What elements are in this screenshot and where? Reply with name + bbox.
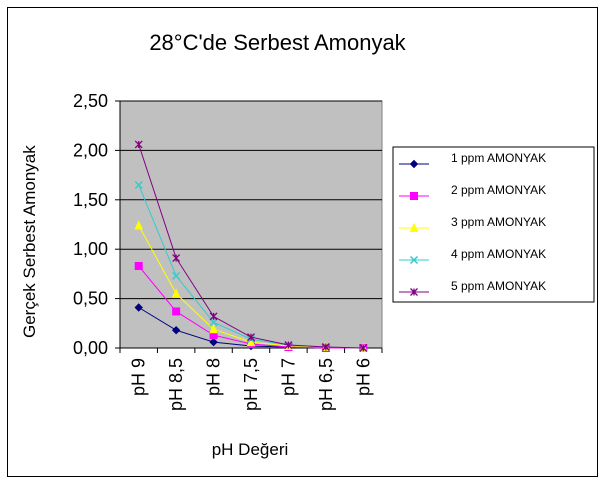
data-point xyxy=(209,312,218,321)
data-point xyxy=(209,337,218,347)
x-tick-label: pH 6,5 xyxy=(316,358,336,411)
legend-label: 2 ppm AMONYAK xyxy=(451,183,546,197)
chart-title: 28°C'de Serbest Amonyak xyxy=(149,30,406,55)
legend-label: 4 ppm AMONYAK xyxy=(451,247,546,261)
data-point xyxy=(134,140,143,149)
data-point xyxy=(134,220,143,230)
y-tick-label: 2,50 xyxy=(73,91,108,111)
y-tick-label: 0,50 xyxy=(73,289,108,309)
data-point xyxy=(134,180,143,190)
legend-label: 5 ppm AMONYAK xyxy=(451,279,546,293)
data-point xyxy=(209,324,218,334)
x-tick-label: pH 6 xyxy=(353,358,373,396)
legend-box xyxy=(392,146,595,303)
legend-marker xyxy=(409,159,419,169)
legend-marker xyxy=(409,255,419,265)
data-point xyxy=(209,318,218,327)
legend-marker xyxy=(410,192,418,200)
data-point xyxy=(172,271,181,280)
x-axis-label: pH Değeri xyxy=(211,440,289,459)
y-tick-label: 1,00 xyxy=(73,239,108,259)
data-point xyxy=(171,288,181,298)
data-point xyxy=(321,343,330,351)
data-point xyxy=(172,254,181,263)
plot-area xyxy=(119,100,383,349)
data-point xyxy=(134,261,143,270)
legend-marker xyxy=(409,222,419,232)
y-tick-label: 2,00 xyxy=(73,140,108,160)
data-point xyxy=(284,341,293,349)
x-tick-label: pH 8,5 xyxy=(166,358,186,411)
x-tick-label: pH 7,5 xyxy=(241,358,261,411)
data-point xyxy=(172,307,181,316)
data-point xyxy=(171,326,181,335)
x-tick-label: pH 7 xyxy=(278,358,298,396)
legend-label: 1 ppm AMONYAK xyxy=(451,151,546,165)
data-point xyxy=(134,303,143,312)
data-point xyxy=(359,344,368,352)
x-tick-label: pH 9 xyxy=(129,358,149,396)
x-tick-label: pH 8 xyxy=(204,358,224,396)
y-tick-label: 0,00 xyxy=(73,338,108,358)
legend-label: 3 ppm AMONYAK xyxy=(451,215,546,229)
legend-marker xyxy=(410,288,418,296)
y-tick-label: 1,50 xyxy=(73,190,108,210)
data-point xyxy=(247,333,255,342)
